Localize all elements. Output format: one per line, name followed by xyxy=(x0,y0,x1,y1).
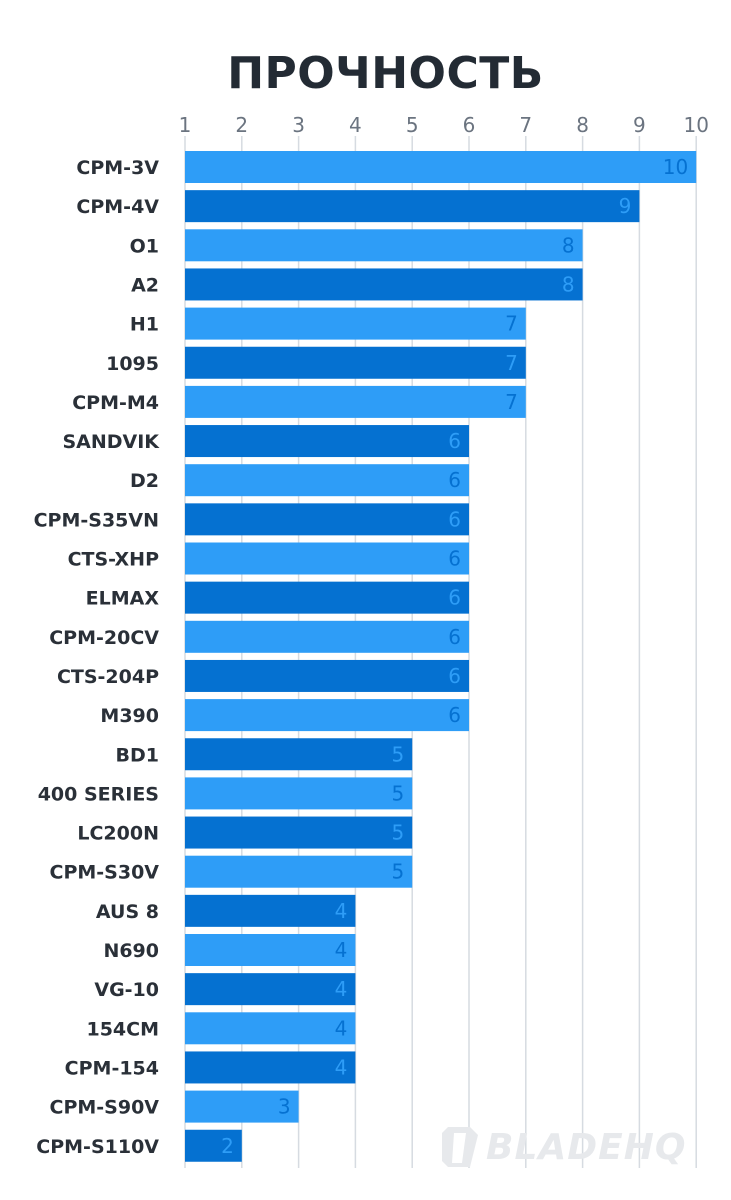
category-label: N690 xyxy=(103,940,159,962)
bar xyxy=(185,151,697,183)
x-tick-label: 2 xyxy=(235,113,248,137)
category-label: BD1 xyxy=(116,744,159,766)
bar xyxy=(185,777,413,810)
data-label: 4 xyxy=(335,1016,348,1040)
x-tick-label: 7 xyxy=(519,113,532,137)
bar xyxy=(185,894,356,927)
value-labels: 10 9 8 8 7 7 7 6 6 6 6 6 6 6 6 5 5 5 5 4 4 4 4 4 3 2 xyxy=(221,155,688,1158)
data-label: 5 xyxy=(391,742,404,766)
bar xyxy=(185,1012,356,1045)
bar xyxy=(185,816,413,849)
data-label: 6 xyxy=(448,703,461,727)
category-label: CTS-XHP xyxy=(68,549,159,571)
x-tick-label: 9 xyxy=(633,113,646,137)
data-label: 10 xyxy=(663,155,688,179)
bar xyxy=(185,503,469,536)
bar xyxy=(185,620,469,653)
data-label: 8 xyxy=(562,272,575,296)
data-label: 6 xyxy=(448,625,461,649)
category-label: VG-10 xyxy=(94,979,159,1001)
bar xyxy=(185,542,469,575)
category-label: CPM-S110V xyxy=(36,1136,159,1158)
data-label: 4 xyxy=(335,938,348,962)
data-label: 2 xyxy=(221,1134,234,1158)
bar xyxy=(185,425,469,458)
category-label: ELMAX xyxy=(86,588,160,610)
bar xyxy=(185,385,526,418)
data-label: 6 xyxy=(448,586,461,610)
bar xyxy=(185,464,469,497)
category-label: CPM-M4 xyxy=(72,392,159,414)
x-tick-label: 10 xyxy=(683,113,708,137)
bar xyxy=(185,307,526,340)
category-label: H1 xyxy=(130,314,159,336)
data-label: 9 xyxy=(619,194,632,218)
bar xyxy=(185,934,356,966)
category-label: CPM-S35VN xyxy=(34,509,159,531)
chart-title: ПРОЧНОСТЬ xyxy=(227,48,544,99)
bar xyxy=(185,1090,299,1123)
bar xyxy=(185,346,526,379)
data-label: 4 xyxy=(335,1055,348,1079)
data-label: 6 xyxy=(448,429,461,453)
data-label: 4 xyxy=(335,899,348,923)
bar xyxy=(185,190,640,223)
data-label: 6 xyxy=(448,468,461,492)
x-tick-label: 4 xyxy=(349,113,362,137)
x-tick-label: 1 xyxy=(179,113,192,137)
category-label: AUS 8 xyxy=(96,901,159,923)
category-label: CPM-3V xyxy=(76,157,159,179)
data-label: 3 xyxy=(278,1095,291,1119)
category-label: CPM-4V xyxy=(76,196,159,218)
data-label: 6 xyxy=(448,507,461,531)
category-label: 154CM xyxy=(86,1018,159,1040)
bar xyxy=(185,973,356,1006)
data-label: 7 xyxy=(505,312,518,336)
data-label: 5 xyxy=(391,781,404,805)
category-label: CPM-S90V xyxy=(50,1097,160,1119)
category-label: CPM-S30V xyxy=(50,862,160,884)
category-label: CPM-154 xyxy=(65,1057,159,1079)
category-labels: CPM-3V CPM-4V O1 A2 H1 1095 CPM-M4 SANDVIK D2 CPM… xyxy=(34,157,161,1158)
bar xyxy=(185,738,413,771)
category-label: CPM-20CV xyxy=(49,627,159,649)
data-label: 6 xyxy=(448,547,461,571)
category-label: O1 xyxy=(130,235,159,257)
category-label: A2 xyxy=(131,274,159,296)
category-label: 1095 xyxy=(106,353,159,375)
bar xyxy=(185,229,583,262)
data-label: 5 xyxy=(391,860,404,884)
bar xyxy=(185,659,469,692)
bar xyxy=(185,855,413,888)
bar xyxy=(185,1129,242,1162)
x-tick-label: 3 xyxy=(292,113,305,137)
x-axis-ticks: 1 2 3 4 5 6 7 8 9 10 xyxy=(179,113,709,137)
bars xyxy=(185,151,697,1162)
x-tick-label: 8 xyxy=(576,113,589,137)
bladehq-logo-icon xyxy=(442,1127,478,1167)
x-tick-label: 6 xyxy=(463,113,476,137)
data-label: 4 xyxy=(335,977,348,1001)
data-label: 5 xyxy=(391,821,404,845)
watermark-text: BLADEHQ xyxy=(486,1126,687,1168)
category-label: SANDVIK xyxy=(62,431,160,453)
bar xyxy=(185,268,583,301)
category-label: LC200N xyxy=(77,823,159,845)
bladehq-watermark: BLADEHQ xyxy=(440,1120,686,1174)
category-label: CTS-204P xyxy=(57,666,159,688)
category-label: D2 xyxy=(130,470,159,492)
bar xyxy=(185,1051,356,1084)
data-label: 6 xyxy=(448,664,461,688)
data-label: 7 xyxy=(505,351,518,375)
bar xyxy=(185,699,469,732)
bar xyxy=(185,581,469,614)
data-label: 8 xyxy=(562,233,575,257)
category-label: 400 SERIES xyxy=(38,783,159,805)
x-tick-label: 5 xyxy=(406,113,419,137)
category-label: M390 xyxy=(100,705,159,727)
data-label: 7 xyxy=(505,390,518,414)
